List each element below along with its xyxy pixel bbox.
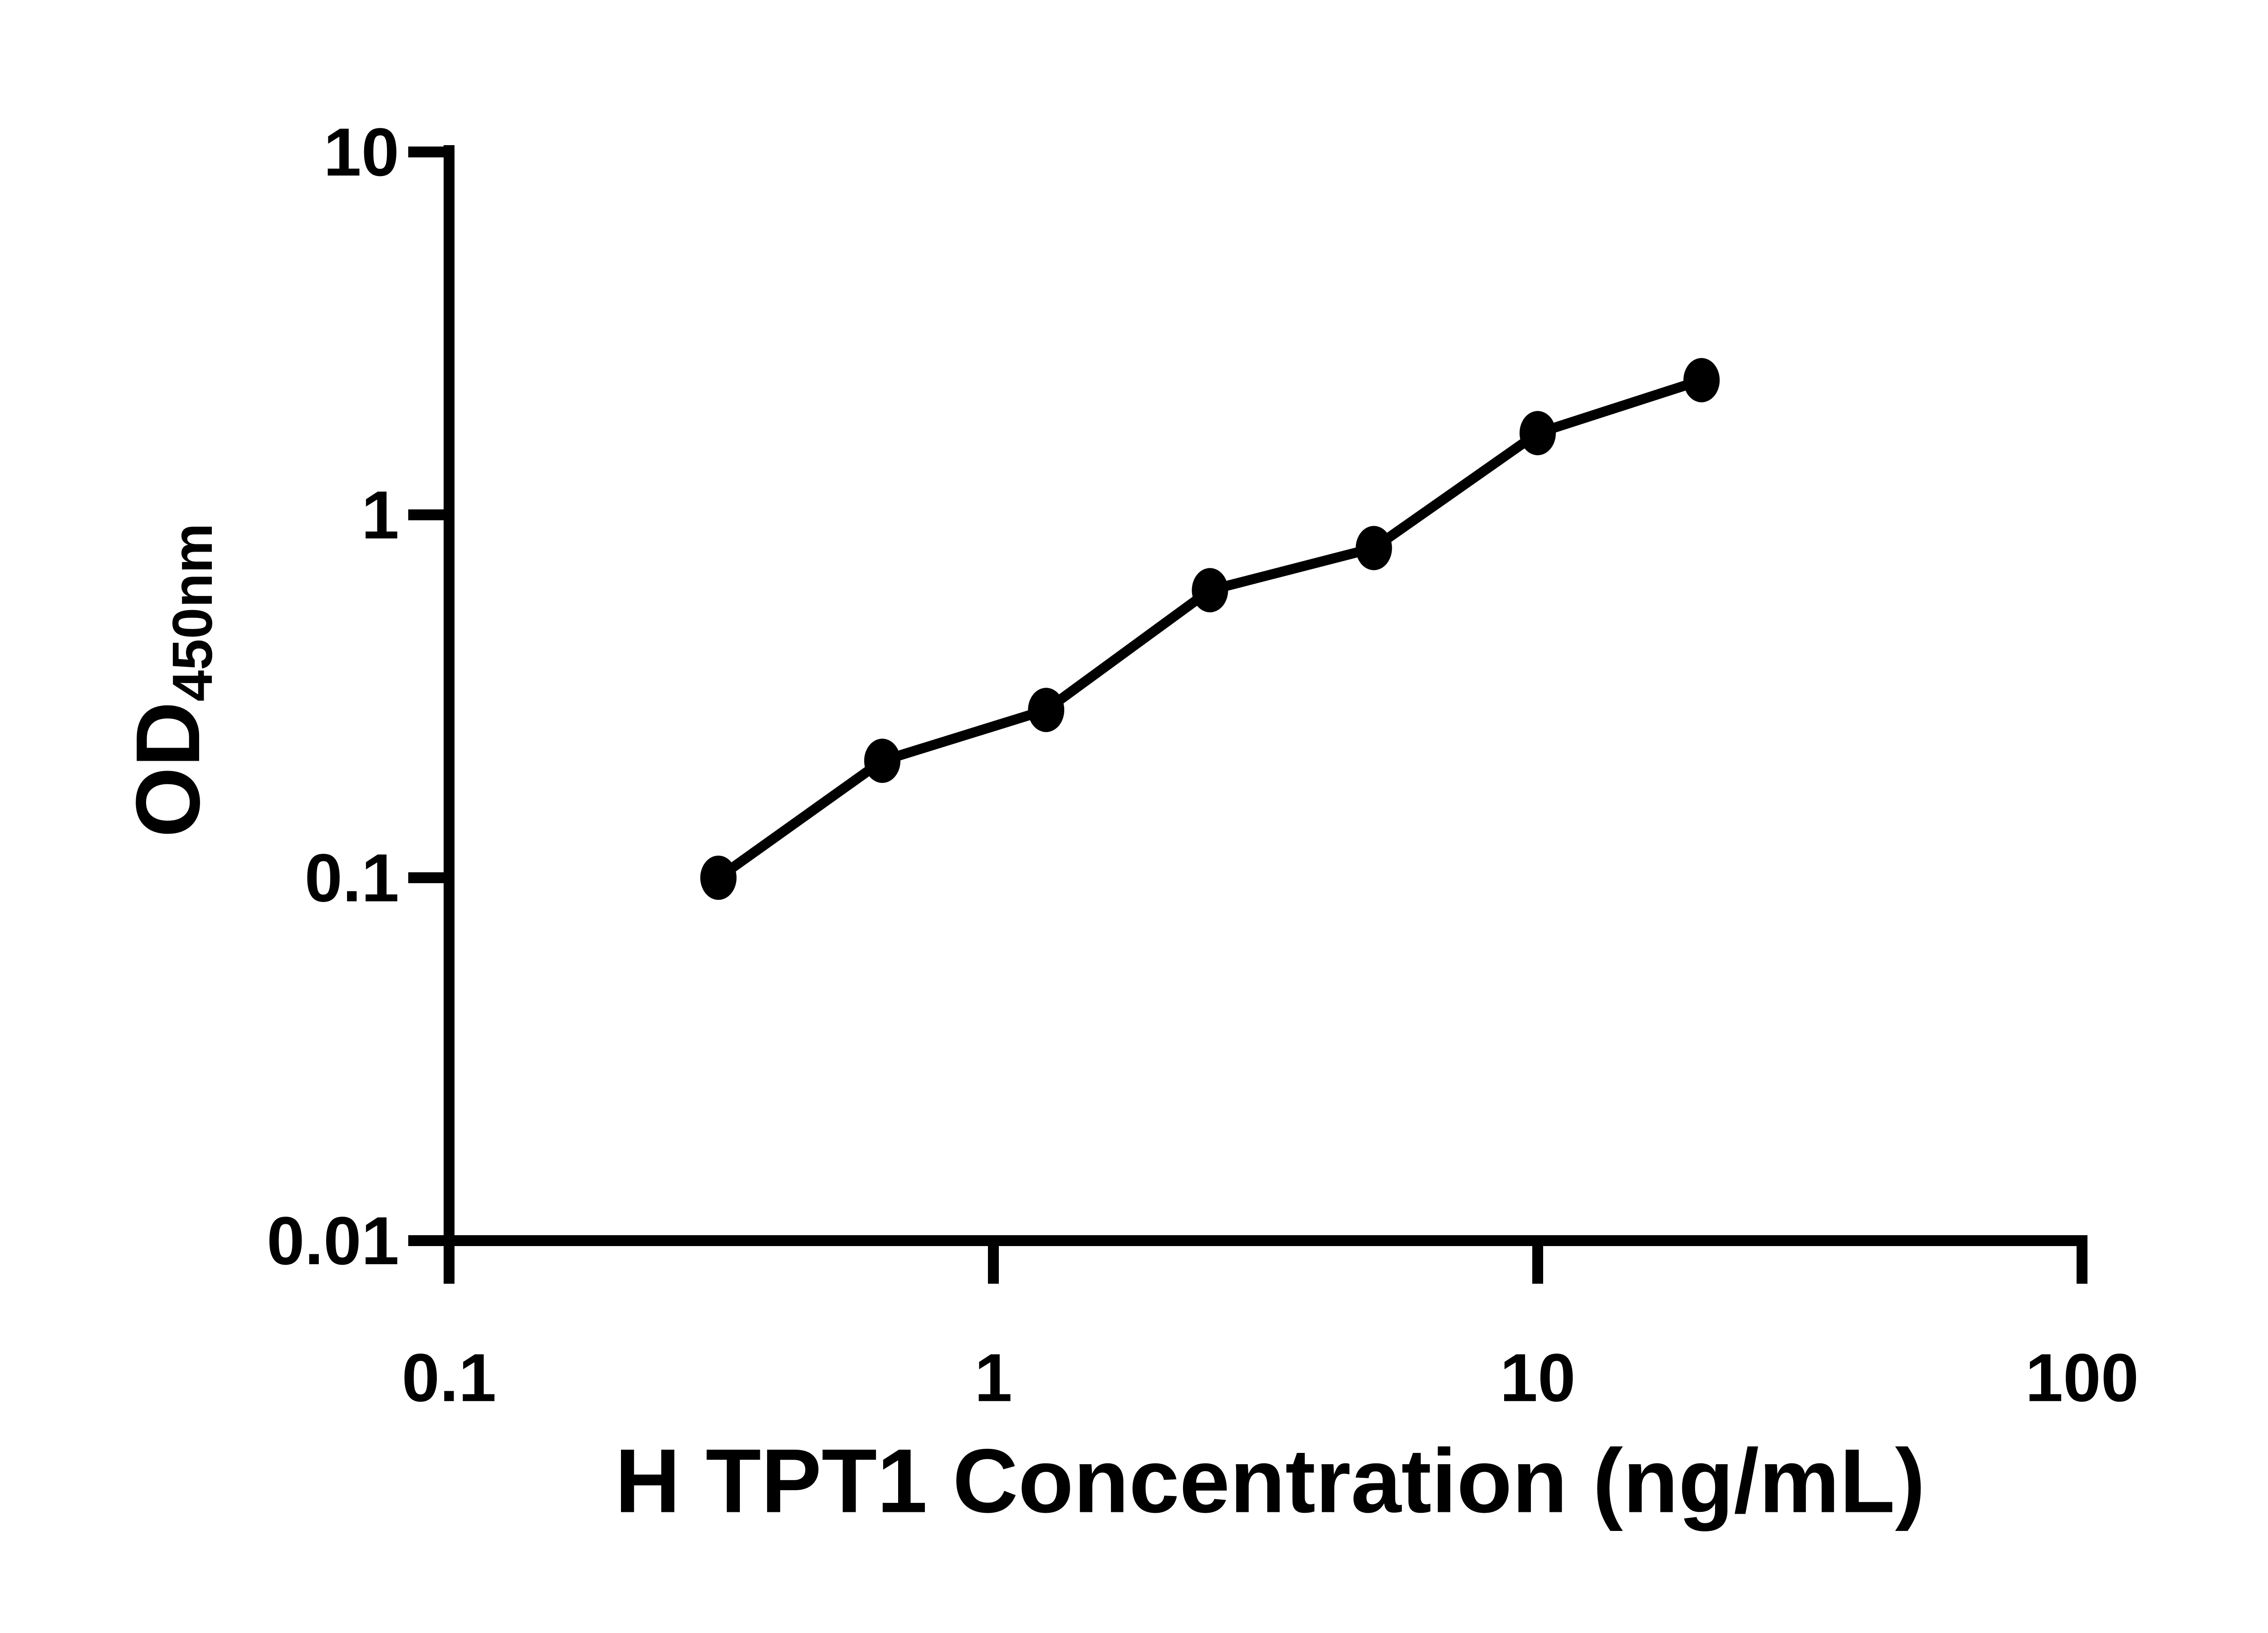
svg-text:OD450nm: OD450nm [117, 523, 225, 838]
y-tick-label-0-01: 0.01 [267, 1203, 399, 1279]
x-axis-ticks [444, 1241, 2087, 1284]
x-tick-label-1: 1 [974, 1340, 1012, 1416]
x-tick-label-100: 100 [2025, 1340, 2139, 1416]
y-axis-ticks [408, 147, 449, 1246]
data-point [864, 738, 901, 783]
data-point [1520, 411, 1556, 455]
data-point [1028, 688, 1065, 732]
data-point-group [700, 358, 1720, 900]
y-axis-title: OD450nm [117, 523, 225, 838]
data-point [1355, 526, 1392, 570]
data-point [1683, 358, 1720, 402]
data-point [700, 856, 737, 900]
data-point [1192, 568, 1228, 612]
y-tick-label-0-1: 0.1 [304, 840, 399, 916]
y-tick-label-1: 1 [362, 477, 399, 553]
x-tick-label-10: 10 [1500, 1340, 1576, 1416]
y-axis-title-base: OD [117, 701, 219, 837]
x-axis-title: H TPT1 Concentration (ng/mL) [615, 1431, 1926, 1532]
y-tick-label-10: 10 [323, 114, 399, 190]
y-axis-title-subscript: 450nm [161, 523, 224, 702]
x-tick-label-0-1: 0.1 [402, 1340, 497, 1416]
